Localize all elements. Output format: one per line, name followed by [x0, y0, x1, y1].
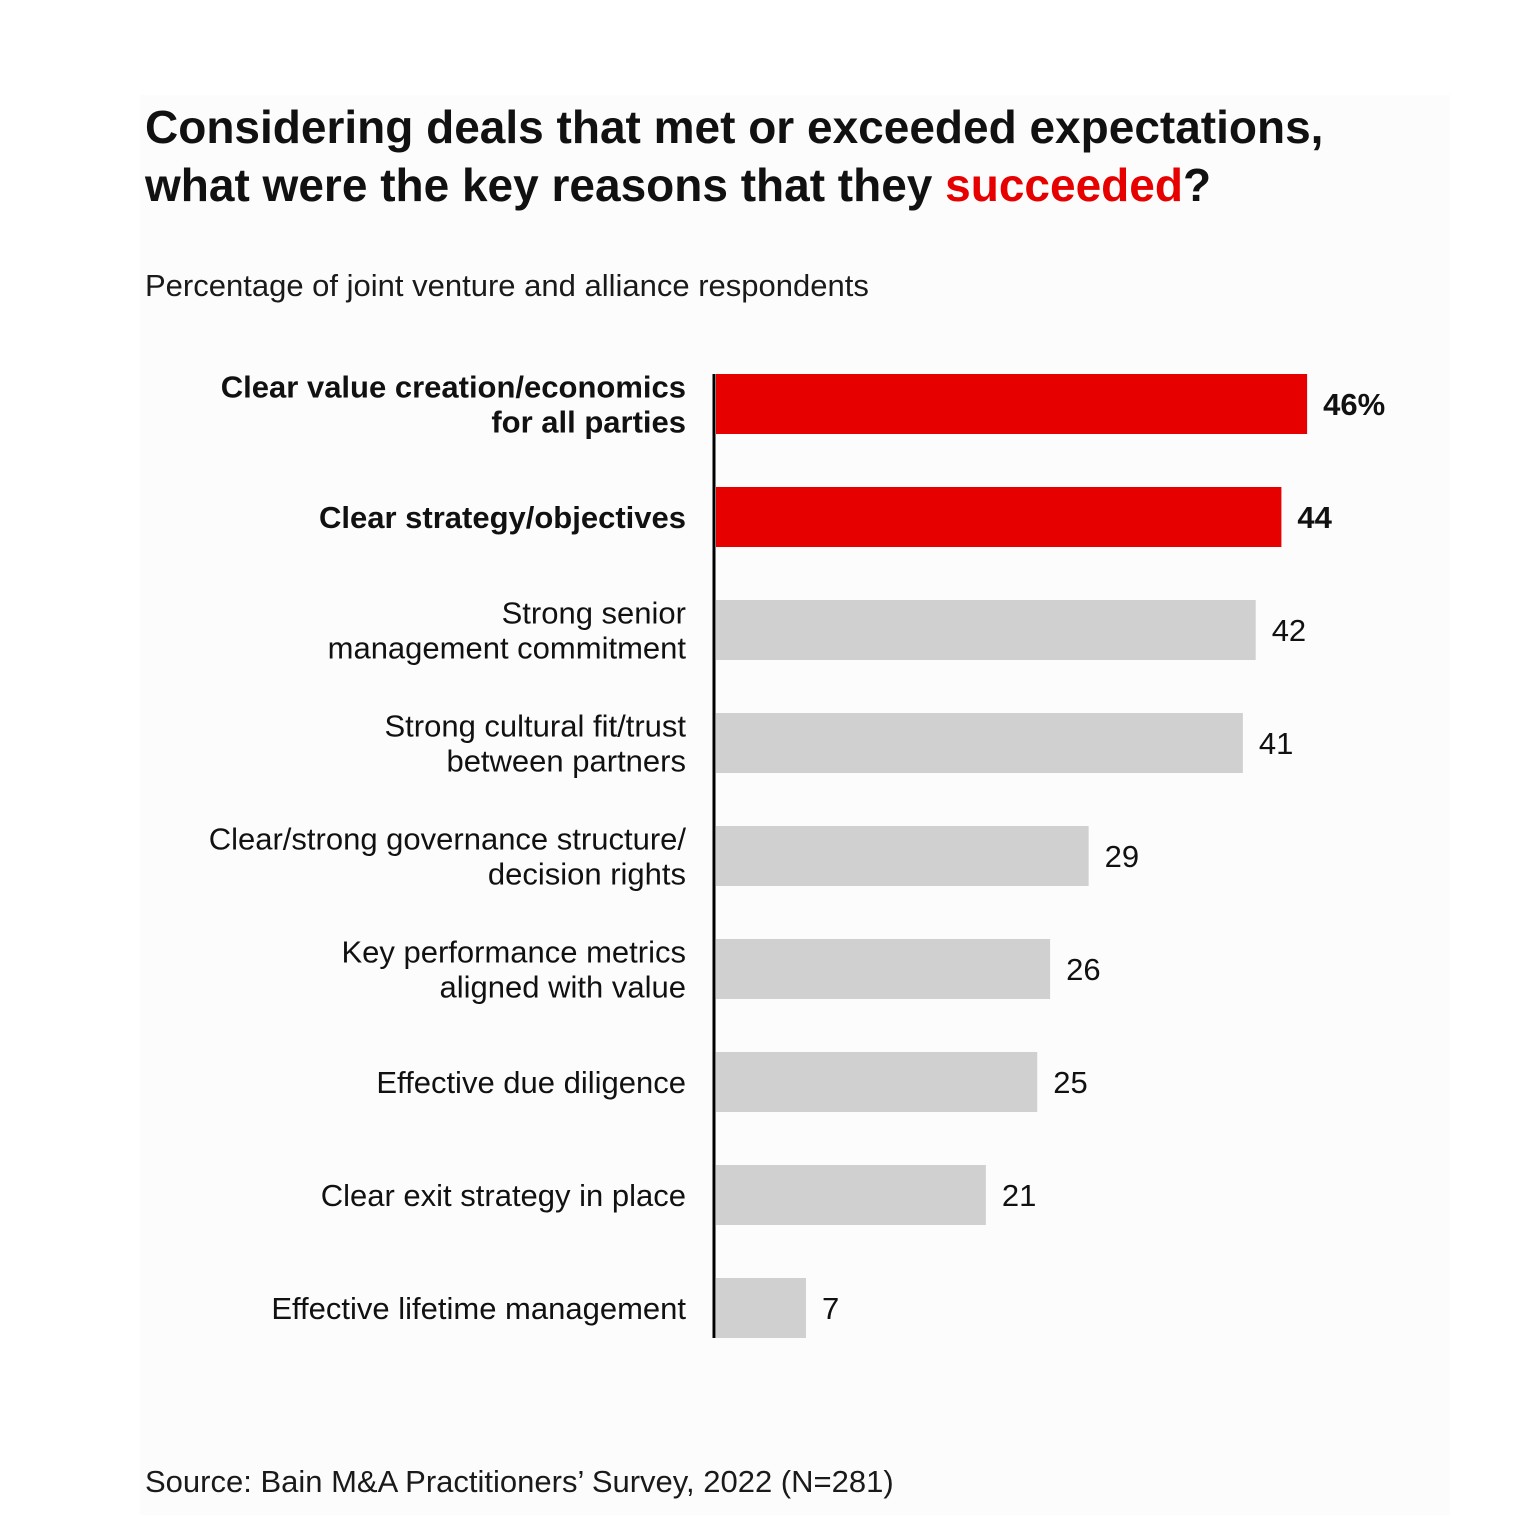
bar-1: [716, 374, 1308, 434]
source-note: Source: Bain M&A Practitioners’ Survey, …: [145, 1464, 894, 1499]
bar-5: [716, 826, 1089, 886]
title-line-2-prefix: what were the key reasons that they: [145, 159, 946, 211]
bar-3: [716, 600, 1256, 660]
category-label-8: Clear exit strategy in place: [321, 1178, 686, 1213]
value-label-8: 21: [1002, 1178, 1036, 1213]
title-line-2-suffix: ?: [1182, 159, 1212, 211]
category-label-5: Clear/strong governance structure/decisi…: [209, 822, 687, 892]
title-highlight-word: succeeded: [945, 159, 1183, 211]
category-label-9: Effective lifetime management: [271, 1291, 686, 1326]
bar-7: [716, 1052, 1038, 1112]
category-label-1: Clear value creation/economics for all pa…: [221, 370, 686, 440]
value-label-2: 44: [1297, 500, 1332, 535]
value-label-7: 25: [1053, 1065, 1087, 1100]
bar-9: [716, 1278, 806, 1338]
title-line-1: Considering deals that met or exceeded e…: [145, 101, 1324, 153]
bar-2: [716, 487, 1282, 547]
category-label-6: Key performance metrics aligned with valu…: [341, 935, 686, 1005]
value-label-1: 46%: [1323, 387, 1385, 422]
bar-6: [716, 939, 1051, 999]
chart-subtitle: Percentage of joint venture and alliance…: [145, 268, 869, 303]
category-label-3: Strong senior management commitment: [328, 596, 687, 666]
bar-4: [716, 713, 1243, 773]
value-label-3: 42: [1272, 613, 1306, 648]
value-label-9: 7: [822, 1291, 839, 1326]
value-label-5: 29: [1105, 839, 1139, 874]
category-label-7: Effective due diligence: [376, 1065, 686, 1100]
value-label-4: 41: [1259, 726, 1293, 761]
category-label-2: Clear strategy/objectives: [319, 500, 686, 535]
category-label-4: Strong cultural fit/trust between partner…: [384, 709, 686, 779]
value-label-6: 26: [1066, 952, 1100, 987]
chart-title: Considering deals that met or exceeded e…: [145, 98, 1445, 214]
bar-8: [716, 1165, 986, 1225]
